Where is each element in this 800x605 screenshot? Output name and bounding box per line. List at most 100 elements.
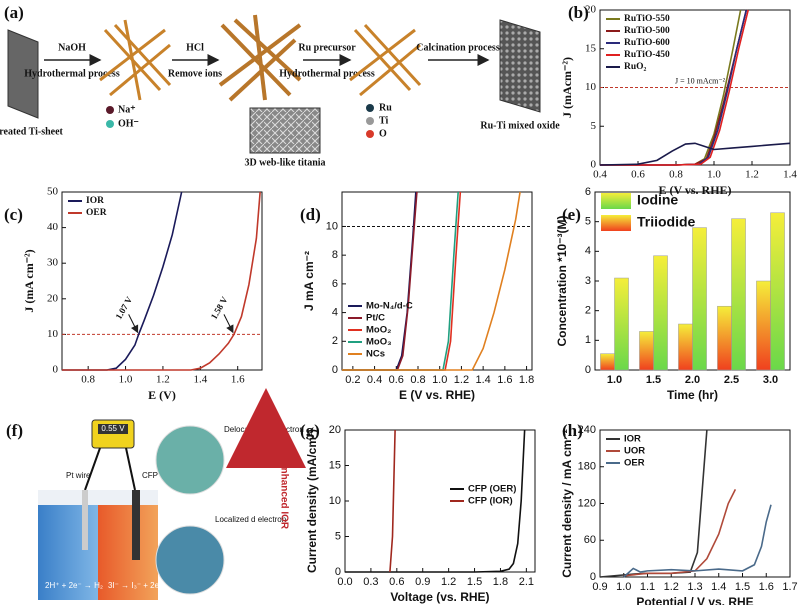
series-line (623, 489, 737, 577)
step-text: NaOH (58, 42, 86, 53)
diagram-f: (f) 0.55 V Pt wire CFP 2H⁺ + 2e⁻ → H₂ 3I… (6, 388, 306, 600)
mesh (218, 14, 302, 102)
y-tick-label: 10 (326, 220, 338, 232)
y-axis-label: J (mAcm⁻²) (560, 57, 574, 118)
x-tick-label: 3.0 (763, 374, 778, 386)
y-tick-label: 240 (578, 424, 596, 436)
y-tick-label: 2 (332, 335, 338, 347)
reference-label: J = 10 mAcm⁻² (675, 76, 726, 85)
x-tick-label: 1.2 (156, 374, 170, 386)
y-tick-label: 3 (585, 275, 591, 287)
y-tick-label: 5 (591, 120, 597, 132)
legend-text: Ru (379, 102, 392, 113)
legend-label: UOR (624, 446, 645, 457)
legend-label: RuO₂ (624, 62, 647, 72)
x-tick-label: 1.6 (759, 581, 774, 593)
legend-label: Iodine (637, 192, 678, 208)
series-line (62, 191, 183, 371)
x-axis-label: Voltage (vs. RHE) (390, 590, 489, 604)
x-tick-label: 0.8 (410, 374, 425, 386)
annotation: 1.07 V (113, 294, 134, 321)
bar (653, 255, 668, 371)
bar (731, 218, 746, 371)
x-tick-label: 0.9 (415, 576, 430, 588)
x-tick-label: 1.4 (783, 169, 797, 181)
bar (770, 212, 785, 371)
x-tick-label: 0.6 (631, 169, 645, 181)
series-line (623, 504, 772, 578)
y-tick-label: 10 (329, 495, 341, 507)
x-tick-label: 0.8 (81, 374, 95, 386)
chart: (d) 0 2 4 6 8 10 0.2 0.4 0.6 0.8 1.0 1.2 1.4 1.6 1.8 E (… (300, 191, 534, 402)
mesh (99, 19, 172, 101)
x-tick-label: 0.4 (367, 374, 382, 386)
oxide-sheet (499, 19, 541, 113)
electrode (82, 490, 88, 550)
legend-label: RuTiO-550 (624, 14, 670, 24)
chart: (b) 0 5 10 15 20 0.4 0.6 0.8 1.0 1.2 1.4 E (V vs. RH… (560, 3, 798, 197)
label: CFP (142, 471, 158, 480)
ti-sheet (7, 29, 39, 119)
x-tick-label: 0.6 (389, 576, 404, 588)
panel-label: (h) (562, 421, 583, 440)
x-tick-label: 1.8 (493, 576, 508, 588)
ion-dot (106, 120, 114, 128)
reaction: 3I⁻ → I₃⁻ + 2e⁻ (108, 581, 163, 590)
y-tick-label: 4 (585, 245, 591, 257)
step-text: Ru-Ti mixed oxide (480, 120, 560, 131)
plot-frame (61, 191, 263, 371)
y-tick-label: 0 (585, 364, 591, 376)
series-line (342, 191, 462, 371)
y-tick-label: 4 (332, 306, 338, 318)
x-tick-label: 2.0 (685, 374, 700, 386)
y-tick-label: 15 (585, 42, 597, 54)
panel-label: (f) (6, 421, 23, 440)
y-tick-label: 30 (47, 257, 59, 269)
bar (692, 227, 707, 371)
note: Localized d electron (215, 515, 286, 524)
label: Pt wire (66, 471, 91, 480)
y-axis-label: Current density / mA cm⁻² (560, 429, 574, 578)
series-line (342, 191, 521, 371)
trend-label: Enhanced IOR (278, 461, 289, 530)
series-line (389, 429, 396, 573)
mesh (349, 23, 422, 97)
caption: 3D web-like titania (244, 157, 325, 168)
y-axis-label: Concentration *10⁻³(M) (555, 215, 569, 346)
legend-text: OH⁻ (118, 118, 139, 129)
x-tick-label: 1.2 (441, 576, 456, 588)
x-tick-label: 1.0 (119, 374, 133, 386)
panel-label: (e) (562, 205, 581, 224)
atom-dot (366, 104, 374, 112)
y-tick-label: 20 (585, 4, 597, 16)
x-tick-label: 1.5 (735, 581, 750, 593)
x-tick-label: 2.5 (724, 374, 739, 386)
bar (600, 353, 615, 371)
electrode (132, 490, 140, 560)
x-tick-label: 1.7 (782, 581, 797, 593)
x-tick-label: 0.3 (363, 576, 378, 588)
ion-dot (106, 106, 114, 114)
lattice (155, 425, 225, 495)
y-tick-label: 15 (329, 459, 341, 471)
series-line (599, 142, 791, 166)
legend-label: NCs (366, 349, 385, 360)
panel-label: (b) (568, 3, 589, 22)
legend-text: Na⁺ (118, 104, 136, 115)
y-tick-label: 6 (332, 278, 338, 290)
step-text: Remove ions (168, 68, 222, 79)
annotation-arrow (223, 314, 234, 334)
beaker-top (38, 490, 158, 505)
x-tick-label: 1.5 (467, 576, 482, 588)
x-tick-label: 1.6 (497, 374, 512, 386)
legend-label: RuTiO-450 (624, 50, 670, 60)
panel-label: (d) (300, 205, 321, 224)
legend-label: Pt/C (366, 313, 385, 324)
legend-text: O (379, 128, 387, 139)
y-tick-label: 0 (335, 566, 341, 578)
legend-label: MoO₃ (366, 337, 392, 348)
y-axis-label: J mA cm⁻² (302, 251, 316, 311)
y-tick-label: 5 (585, 216, 591, 228)
x-tick-label: 0.0 (337, 576, 352, 588)
step-text: Hydrothermal process (24, 68, 120, 79)
